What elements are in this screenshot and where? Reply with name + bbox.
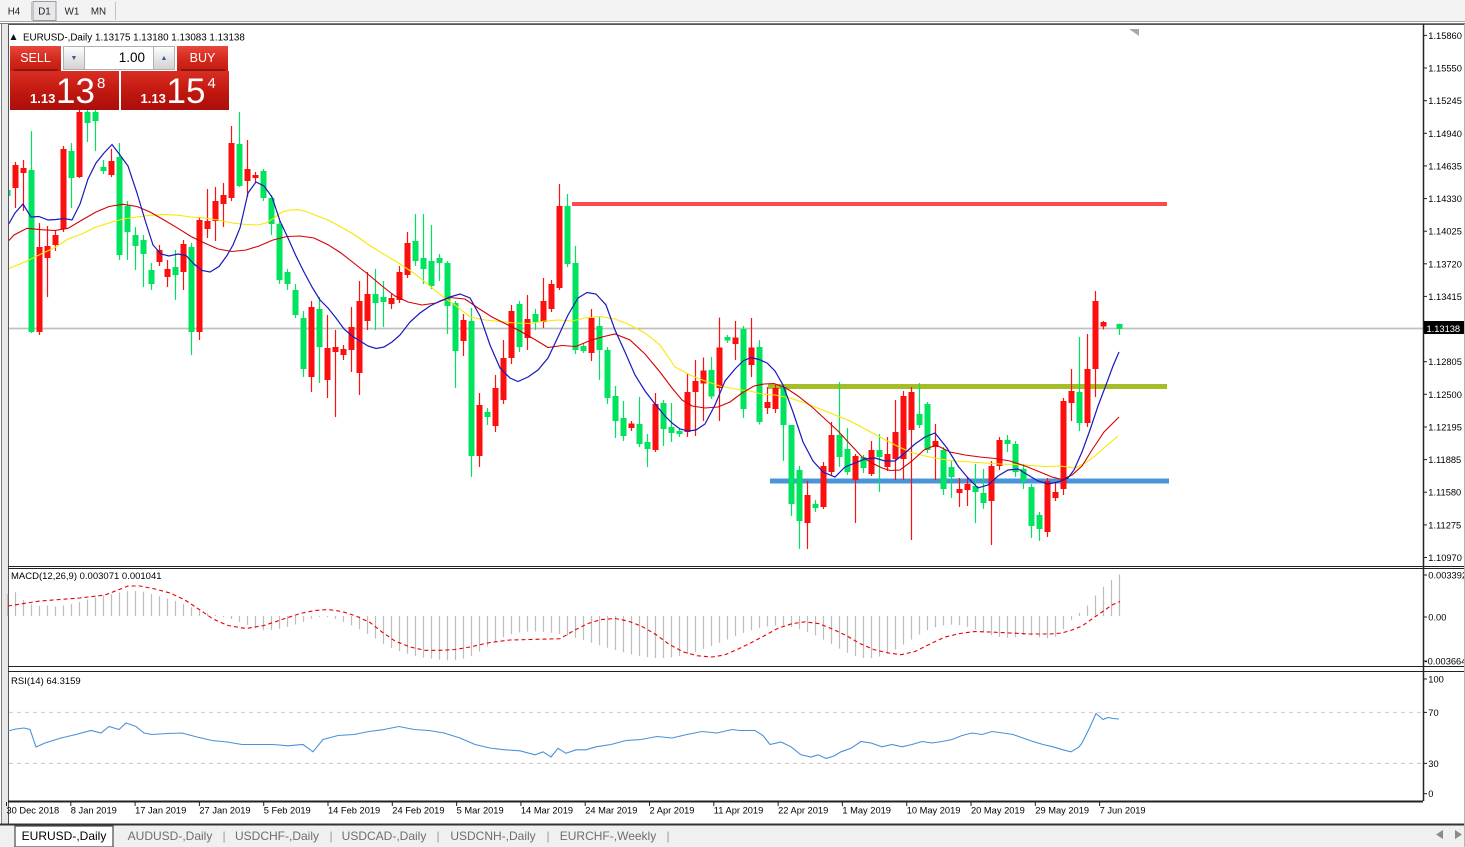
- svg-text:|: |: [546, 829, 549, 843]
- svg-text:1.12195: 1.12195: [1428, 423, 1462, 433]
- svg-text:1 May 2019: 1 May 2019: [842, 806, 891, 816]
- svg-text:1.14025: 1.14025: [1428, 227, 1462, 237]
- svg-text:EURCHF-,Weekly: EURCHF-,Weekly: [560, 829, 656, 843]
- svg-text:1.11885: 1.11885: [1428, 455, 1461, 465]
- svg-text:W1: W1: [65, 7, 80, 18]
- svg-text:22 Apr 2019: 22 Apr 2019: [778, 806, 828, 816]
- svg-text:1.13720: 1.13720: [1428, 259, 1462, 269]
- svg-text:0.003392: 0.003392: [1428, 571, 1465, 581]
- svg-text:14 Mar 2019: 14 Mar 2019: [521, 806, 573, 816]
- svg-text:7 Jun 2019: 7 Jun 2019: [1100, 806, 1146, 816]
- svg-text:-0.003664: -0.003664: [1425, 657, 1465, 667]
- svg-text:EURUSD-,Daily: EURUSD-,Daily: [22, 829, 107, 843]
- svg-text:1.15860: 1.15860: [1428, 31, 1462, 41]
- svg-text:1.13175 1.13180 1.13083 1.1313: 1.13175 1.13180 1.13083 1.13138: [95, 33, 245, 44]
- svg-text:MN: MN: [91, 7, 106, 18]
- svg-text:|: |: [436, 829, 439, 843]
- svg-text:30: 30: [1428, 759, 1438, 769]
- svg-text:10 May 2019: 10 May 2019: [907, 806, 961, 816]
- svg-text:1.10970: 1.10970: [1428, 553, 1462, 563]
- svg-text:|: |: [222, 829, 225, 843]
- svg-text:29 May 2019: 29 May 2019: [1035, 806, 1089, 816]
- svg-text:17 Jan 2019: 17 Jan 2019: [135, 806, 186, 816]
- svg-text:1.12805: 1.12805: [1428, 357, 1462, 367]
- svg-text:RSI(14) 64.3159: RSI(14) 64.3159: [11, 676, 81, 687]
- svg-text:USDCAD-,Daily: USDCAD-,Daily: [342, 829, 427, 843]
- svg-text:0.00: 0.00: [1428, 613, 1446, 623]
- svg-text:AUDUSD-,Daily: AUDUSD-,Daily: [128, 829, 213, 843]
- svg-text:1.15245: 1.15245: [1428, 96, 1462, 106]
- svg-text:H4: H4: [8, 7, 21, 18]
- svg-text:USDCHF-,Daily: USDCHF-,Daily: [235, 829, 319, 843]
- svg-text:24 Mar 2019: 24 Mar 2019: [585, 806, 637, 816]
- svg-text:1.12500: 1.12500: [1428, 390, 1462, 400]
- svg-text:MACD(12,26,9) 0.003071 0.00104: MACD(12,26,9) 0.003071 0.001041: [11, 571, 162, 582]
- svg-text:5 Feb 2019: 5 Feb 2019: [264, 806, 311, 816]
- svg-text:1.11275: 1.11275: [1428, 520, 1461, 530]
- svg-text:24 Feb 2019: 24 Feb 2019: [392, 806, 444, 816]
- svg-text:8 Jan 2019: 8 Jan 2019: [71, 806, 117, 816]
- svg-text:100: 100: [1428, 675, 1444, 685]
- svg-text:D1: D1: [38, 7, 51, 18]
- svg-text:1.14635: 1.14635: [1428, 161, 1462, 171]
- svg-text:27 Jan 2019: 27 Jan 2019: [199, 806, 250, 816]
- svg-text:1.13138: 1.13138: [1427, 324, 1461, 334]
- svg-text:70: 70: [1428, 708, 1438, 718]
- svg-text:1.14330: 1.14330: [1428, 194, 1462, 204]
- svg-text:20 May 2019: 20 May 2019: [971, 806, 1025, 816]
- svg-text:2 Apr 2019: 2 Apr 2019: [650, 806, 695, 816]
- svg-text:1.14940: 1.14940: [1428, 129, 1462, 139]
- svg-text:USDCNH-,Daily: USDCNH-,Daily: [450, 829, 535, 843]
- svg-text:1.11580: 1.11580: [1428, 488, 1461, 498]
- svg-text:30 Dec 2018: 30 Dec 2018: [7, 806, 60, 816]
- svg-text:|: |: [666, 829, 669, 843]
- svg-text:0: 0: [1428, 789, 1433, 799]
- svg-text:1.13415: 1.13415: [1428, 292, 1462, 302]
- svg-text:11 Apr 2019: 11 Apr 2019: [714, 806, 763, 816]
- svg-text:1.15550: 1.15550: [1428, 64, 1462, 74]
- svg-text:14 Feb 2019: 14 Feb 2019: [328, 806, 380, 816]
- svg-text:|: |: [329, 829, 332, 843]
- svg-text:5 Mar 2019: 5 Mar 2019: [457, 806, 504, 816]
- svg-text:EURUSD-,Daily: EURUSD-,Daily: [23, 33, 92, 44]
